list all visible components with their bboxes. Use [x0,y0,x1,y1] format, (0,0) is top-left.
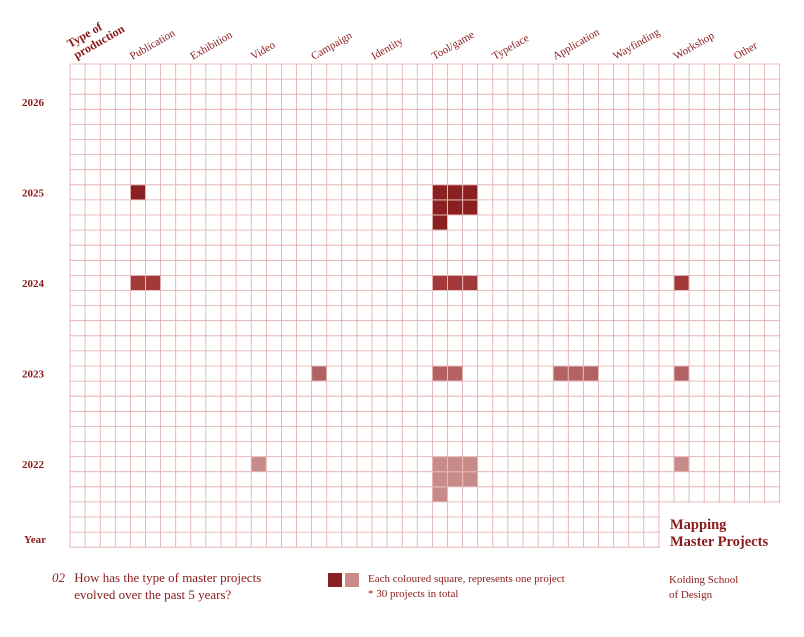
project-square [448,275,463,290]
category-labels: Publication Exhibition Video Campaign Identi… [128,26,760,63]
project-square [146,275,161,290]
project-square [674,457,689,472]
year-labels: 2026 2025 2024 2023 2022 [22,97,45,471]
chart-title-line-2: Master Projects [670,534,769,550]
legend-line-2: * 30 projects in total [368,588,459,600]
category-label: Wayfinding [611,26,662,62]
project-square [130,185,145,200]
category-label: Application [551,26,602,63]
project-square [432,472,447,487]
question-number: 02 [52,570,65,585]
question: 02 How has the type of master projects e… [52,569,261,603]
legend-swatch-light [345,573,359,587]
category-label: Campaign [309,29,355,62]
project-square [432,200,447,215]
organization-line-1: Kolding School [669,574,739,586]
year-label: 2025 [22,187,45,199]
year-label: 2026 [22,97,45,109]
project-square [448,472,463,487]
project-square [432,185,447,200]
project-square [463,472,478,487]
year-label: 2024 [22,278,45,290]
project-squares [130,185,689,502]
category-label: Workshop [672,29,717,62]
category-label: Exhibition [188,29,235,63]
project-square [448,185,463,200]
project-square [432,457,447,472]
organization-line-2: of Design [669,589,713,601]
category-label: Video [249,39,278,63]
question-line-1: How has the type of master projects [74,570,262,585]
project-square [312,366,327,381]
chart-title-line-1: Mapping [670,517,727,533]
legend-line-1: Each coloured square, represents one pro… [368,573,565,585]
project-square [251,457,266,472]
organization: Kolding School of Design [669,573,738,603]
project-square [568,366,583,381]
category-label: Tool/game [430,29,477,63]
project-square [432,366,447,381]
chart-title: Mapping Master Projects [669,516,771,553]
category-label: Typeface [490,32,531,63]
project-square [463,200,478,215]
project-square [674,275,689,290]
question-line-2: evolved over the past 5 years? [74,587,232,602]
project-square [583,366,598,381]
project-square [674,366,689,381]
project-square [432,215,447,230]
project-square [463,275,478,290]
year-label: 2022 [22,459,45,471]
project-square [463,457,478,472]
grid [69,63,781,548]
project-square [448,200,463,215]
category-label: Identity [370,35,406,63]
project-square [432,487,447,502]
project-square [130,275,145,290]
year-label: 2023 [22,369,45,381]
project-square [463,185,478,200]
legend-swatch-dark [328,573,342,587]
project-square [553,366,568,381]
project-square [448,366,463,381]
x-axis-title: Type ofproduction [65,10,128,62]
y-axis-title: Year [24,534,46,546]
project-square [432,275,447,290]
category-label: Other [732,40,760,63]
category-label: Publication [128,27,178,63]
project-square [448,457,463,472]
